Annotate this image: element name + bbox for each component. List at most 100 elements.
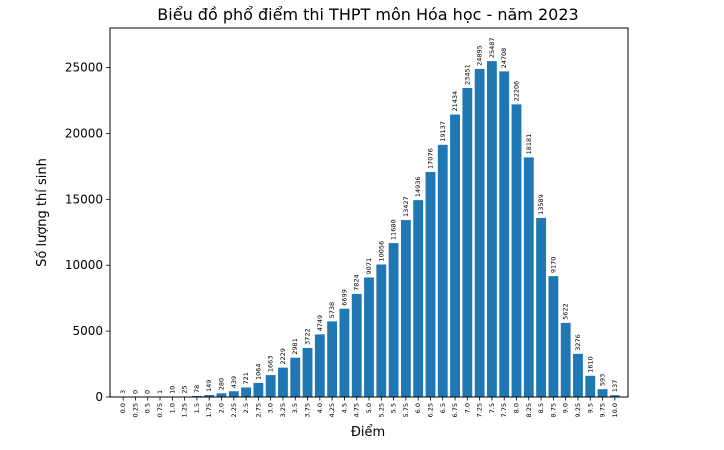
x-tick-label: 3.75 [304, 403, 312, 417]
value-label: 13589 [537, 194, 545, 215]
x-tick-label: 0.0 [119, 403, 127, 413]
x-tick-label: 7.5 [488, 403, 496, 413]
bar-6.25 [425, 171, 436, 397]
bar-7.25 [474, 68, 485, 397]
value-label: 9170 [549, 257, 557, 274]
value-label: 25 [181, 385, 189, 393]
y-axis: 0 5000 10000 15000 20000 25000 [65, 61, 110, 404]
value-label: 17076 [426, 148, 434, 169]
x-tick-label: 9.5 [586, 403, 594, 413]
value-label: 21434 [451, 91, 459, 112]
x-tick-label: 5.0 [365, 403, 373, 413]
x-tick-label: 1.25 [181, 403, 189, 417]
value-label: 149 [205, 380, 213, 392]
x-tick-label: 10.0 [611, 403, 619, 417]
value-label: 24708 [500, 48, 508, 69]
bar-2.75 [253, 382, 264, 397]
x-tick-label: 4.5 [340, 403, 348, 413]
value-label: 721 [242, 372, 250, 384]
x-tick-label: 0.25 [131, 403, 139, 417]
value-label: 280 [217, 378, 225, 390]
y-tick-label: 25000 [65, 61, 103, 75]
value-labels: 3 0 0 1 10 25 78 149 280 439 721 1064 1663 2229298137… [119, 37, 619, 394]
x-tick-label: 6.5 [439, 403, 447, 413]
bar-1.5 [191, 395, 202, 397]
value-label: 14936 [414, 176, 422, 197]
bar-6.0 [413, 200, 424, 397]
x-tick-label: 8.75 [549, 403, 557, 417]
x-tick-label: 8.0 [513, 403, 521, 413]
bar-3.0 [265, 375, 276, 397]
value-label: 11680 [390, 219, 398, 240]
bar-2.5 [241, 387, 251, 397]
value-label: 19137 [439, 121, 447, 142]
value-label: 18181 [525, 134, 533, 155]
value-label: 3276 [574, 334, 582, 351]
bar-2.0 [216, 393, 227, 397]
value-label: 22206 [513, 81, 521, 102]
value-label: 0 [131, 390, 139, 394]
bar-3.75 [302, 347, 313, 397]
x-tick-label: 2.75 [254, 403, 262, 417]
value-label: 9071 [365, 258, 373, 275]
y-tick-label: 15000 [65, 192, 103, 206]
value-label: 137 [611, 380, 619, 392]
x-tick-label: 0.5 [144, 403, 152, 413]
bar-4.0 [314, 334, 325, 397]
bar-8.25 [523, 157, 534, 397]
chart-title: Biểu đồ phổ điểm thi THPT môn Hóa học - … [157, 5, 578, 24]
x-tick-label: 8.5 [537, 403, 545, 413]
x-axis-label: Điểm [351, 425, 385, 440]
value-label: 3722 [304, 328, 312, 345]
bar-6.75 [450, 114, 460, 397]
x-tick-label: 7.75 [500, 403, 508, 417]
bar-8.5 [536, 217, 547, 397]
value-label: 6699 [340, 289, 348, 306]
bar-8.75 [548, 276, 559, 397]
bar-4.25 [327, 321, 338, 397]
value-label: 24895 [476, 45, 484, 66]
value-label: 10056 [377, 241, 385, 262]
bar-8.0 [511, 104, 522, 398]
value-label: 7824 [353, 274, 361, 291]
value-label: 1064 [254, 363, 262, 380]
x-tick-label: 7.0 [463, 403, 471, 413]
value-label: 439 [230, 376, 238, 388]
x-tick-label: 4.25 [328, 403, 336, 417]
x-tick-label: 1.5 [193, 403, 201, 413]
x-tick-label: 2.25 [230, 403, 238, 417]
value-label: 5738 [328, 302, 336, 319]
value-label: 10 [168, 386, 176, 394]
y-tick-label: 20000 [65, 126, 103, 140]
bar-9.5 [585, 375, 596, 397]
value-label: 3 [119, 390, 127, 394]
value-label: 78 [193, 385, 201, 393]
bar-9.25 [573, 353, 583, 397]
bar-7.0 [462, 87, 473, 398]
bar-7.75 [499, 71, 510, 398]
x-tick-label: 8.25 [525, 403, 533, 417]
x-tick-label: 6.0 [414, 403, 422, 413]
x-tick-label: 1.75 [205, 403, 213, 417]
bar-9.75 [597, 389, 608, 397]
bar-10.0 [609, 395, 620, 397]
x-tick-label: 5.75 [402, 403, 410, 417]
y-tick-label: 0 [95, 390, 103, 404]
x-tick-label: 9.25 [574, 403, 582, 417]
x-tick-label: 0.75 [156, 403, 164, 417]
plot-frame [109, 27, 629, 398]
bar-5.0 [364, 277, 374, 397]
x-tick-label: 3.0 [267, 403, 275, 413]
x-tick-label: 6.75 [451, 403, 459, 417]
bar-4.75 [351, 293, 362, 397]
value-label: 593 [599, 374, 607, 386]
bar-5.25 [376, 264, 387, 397]
x-tick-label: 4.0 [316, 403, 324, 413]
x-tick-label: 9.0 [562, 403, 570, 413]
value-label: 2229 [279, 348, 287, 365]
y-tick-label: 5000 [72, 324, 103, 338]
x-tick-label: 2.0 [217, 403, 225, 413]
bar-2.25 [228, 391, 239, 397]
